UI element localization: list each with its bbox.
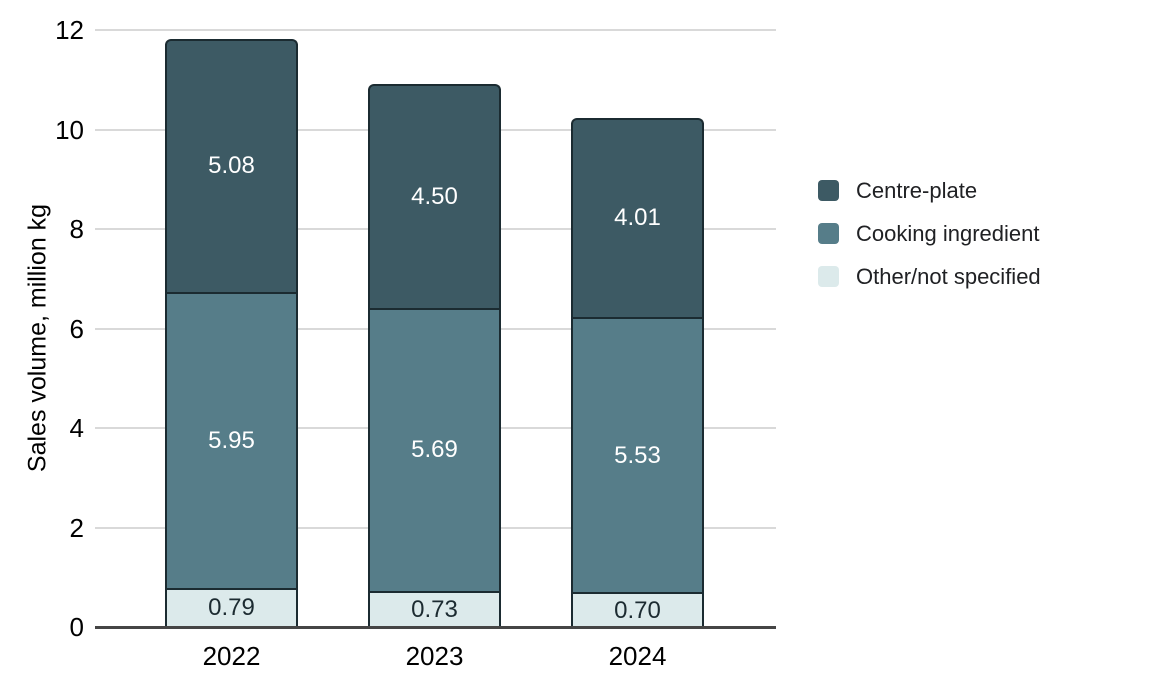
legend-swatch	[818, 180, 839, 201]
legend: Centre-plate Cooking ingredient Other/not …	[818, 177, 1041, 289]
x-axis-label: 2022	[202, 641, 261, 671]
x-axis-label: 2024	[608, 641, 667, 671]
bar-segment: 5.08	[165, 38, 298, 292]
bar-segment: 5.69	[368, 307, 501, 591]
gridline	[95, 29, 776, 31]
y-tick-label: 12	[55, 15, 84, 45]
x-axis-line	[95, 626, 776, 629]
bar-value-label: 5.95	[208, 426, 255, 454]
y-tick-label: 10	[55, 114, 84, 145]
bar-value-label: 5.08	[208, 152, 255, 180]
y-tick-label: 6	[69, 313, 84, 344]
y-tick-label: 0	[69, 612, 84, 642]
legend-item: Other/not specified	[818, 263, 1041, 289]
bar-value-label: 0.79	[208, 594, 255, 622]
y-tick-label: 4	[69, 413, 84, 443]
bar-value-label: 0.73	[411, 595, 458, 623]
legend-label: Other/not specified	[856, 263, 1041, 289]
legend-item: Centre-plate	[818, 177, 1041, 203]
legend-item: Cooking ingredient	[818, 220, 1041, 246]
bar-segment: 5.53	[571, 317, 704, 593]
bar-segment: 5.95	[165, 291, 298, 588]
y-tick-label: 2	[69, 512, 84, 543]
legend-label: Centre-plate	[856, 177, 978, 203]
x-axis-label: 2023	[405, 641, 464, 671]
legend-swatch	[818, 266, 839, 287]
y-tick-label: 8	[69, 214, 84, 244]
bar-value-label: 5.69	[411, 436, 458, 464]
bar-value-label: 4.50	[411, 182, 458, 210]
bar-segment: 4.50	[368, 83, 501, 308]
bar-value-label: 5.53	[614, 441, 661, 469]
bar-segment: 0.73	[368, 590, 501, 627]
bar-value-label: 4.01	[614, 204, 661, 232]
bar-segment: 4.01	[571, 117, 704, 318]
bar-value-label: 0.70	[614, 596, 661, 624]
legend-swatch	[818, 223, 839, 244]
legend-label: Cooking ingredient	[856, 220, 1040, 246]
bar-segment: 0.79	[165, 587, 298, 627]
bar-segment: 0.70	[571, 592, 704, 627]
